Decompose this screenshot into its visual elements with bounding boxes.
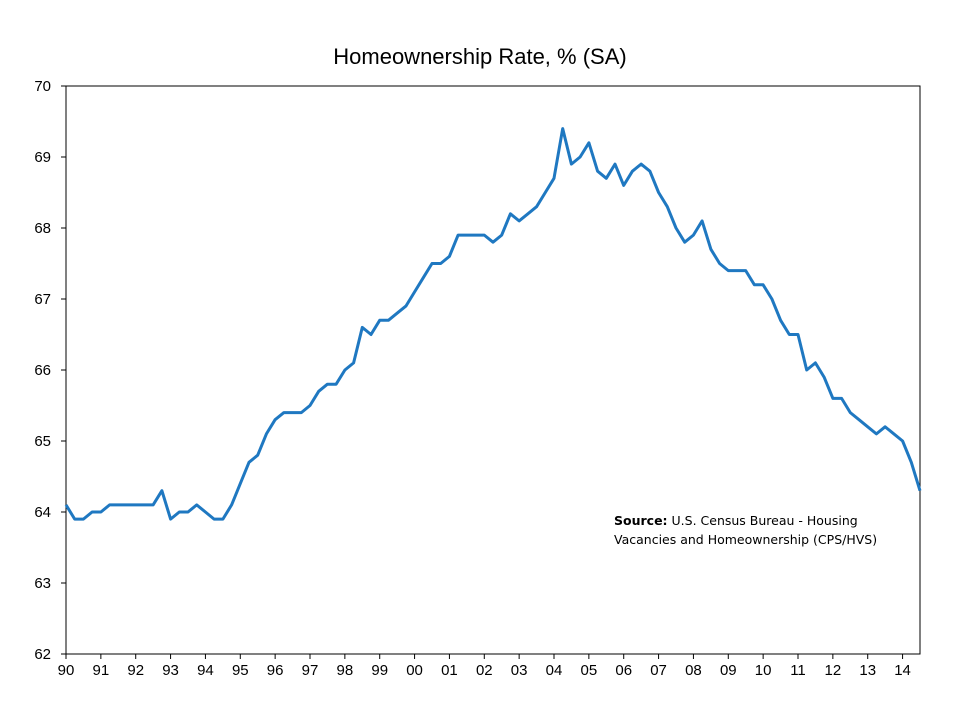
x-tick-label: 08 xyxy=(685,662,702,679)
x-tick-label: 00 xyxy=(406,662,423,679)
chart-title: Homeownership Rate, % (SA) xyxy=(333,44,626,69)
y-tick-label: 62 xyxy=(34,646,51,663)
y-tick-label: 68 xyxy=(34,220,51,237)
source-text-line2: Vacancies and Homeownership (CPS/HVS) xyxy=(614,532,878,547)
y-tick-label: 64 xyxy=(34,504,51,521)
x-tick-label: 99 xyxy=(371,662,388,679)
y-tick-label: 69 xyxy=(34,149,51,166)
plot-area-frame xyxy=(65,85,921,655)
x-tick-label: 12 xyxy=(825,662,842,679)
x-tick-label: 92 xyxy=(127,662,144,679)
x-tick-label: 97 xyxy=(302,662,319,679)
y-tick-label: 65 xyxy=(34,433,51,450)
y-tick-label: 66 xyxy=(34,362,51,379)
y-tick-label: 67 xyxy=(34,291,51,308)
series-layer xyxy=(64,127,922,521)
source-annotation: Source: U.S. Census Bureau - Housing Vac… xyxy=(614,511,914,549)
x-tick-label: 93 xyxy=(162,662,179,679)
source-label: Source: xyxy=(614,513,668,528)
series-line xyxy=(64,127,922,521)
x-tick-label: 01 xyxy=(441,662,458,679)
y-tick-label: 70 xyxy=(34,78,51,95)
x-tick-label: 09 xyxy=(720,662,737,679)
x-tick-label: 13 xyxy=(859,662,876,679)
y-tick-label: 63 xyxy=(34,575,51,592)
x-tick-label: 03 xyxy=(511,662,528,679)
x-tick-label: 07 xyxy=(650,662,667,679)
x-tick-label: 11 xyxy=(790,662,806,679)
x-tick-label: 02 xyxy=(476,662,493,679)
source-text-line1: U.S. Census Bureau - Housing xyxy=(671,513,858,528)
x-tick-label: 06 xyxy=(615,662,632,679)
x-tick-label: 94 xyxy=(197,662,214,679)
x-tick-label: 96 xyxy=(267,662,284,679)
x-tick-label: 14 xyxy=(894,662,911,679)
x-axis: 90 91 92 93 94 95 96 97 98 99 00 01 02 03 04 05 06 07 08 09… xyxy=(58,654,911,679)
x-tick-label: 91 xyxy=(93,662,110,679)
x-tick-label: 05 xyxy=(581,662,598,679)
x-tick-label: 90 xyxy=(58,662,75,679)
y-axis: 62 63 64 65 66 67 68 69 70 xyxy=(34,78,66,663)
x-tick-label: 10 xyxy=(755,662,772,679)
x-tick-label: 04 xyxy=(546,662,563,679)
x-tick-label: 95 xyxy=(232,662,249,679)
x-tick-label: 98 xyxy=(337,662,354,679)
